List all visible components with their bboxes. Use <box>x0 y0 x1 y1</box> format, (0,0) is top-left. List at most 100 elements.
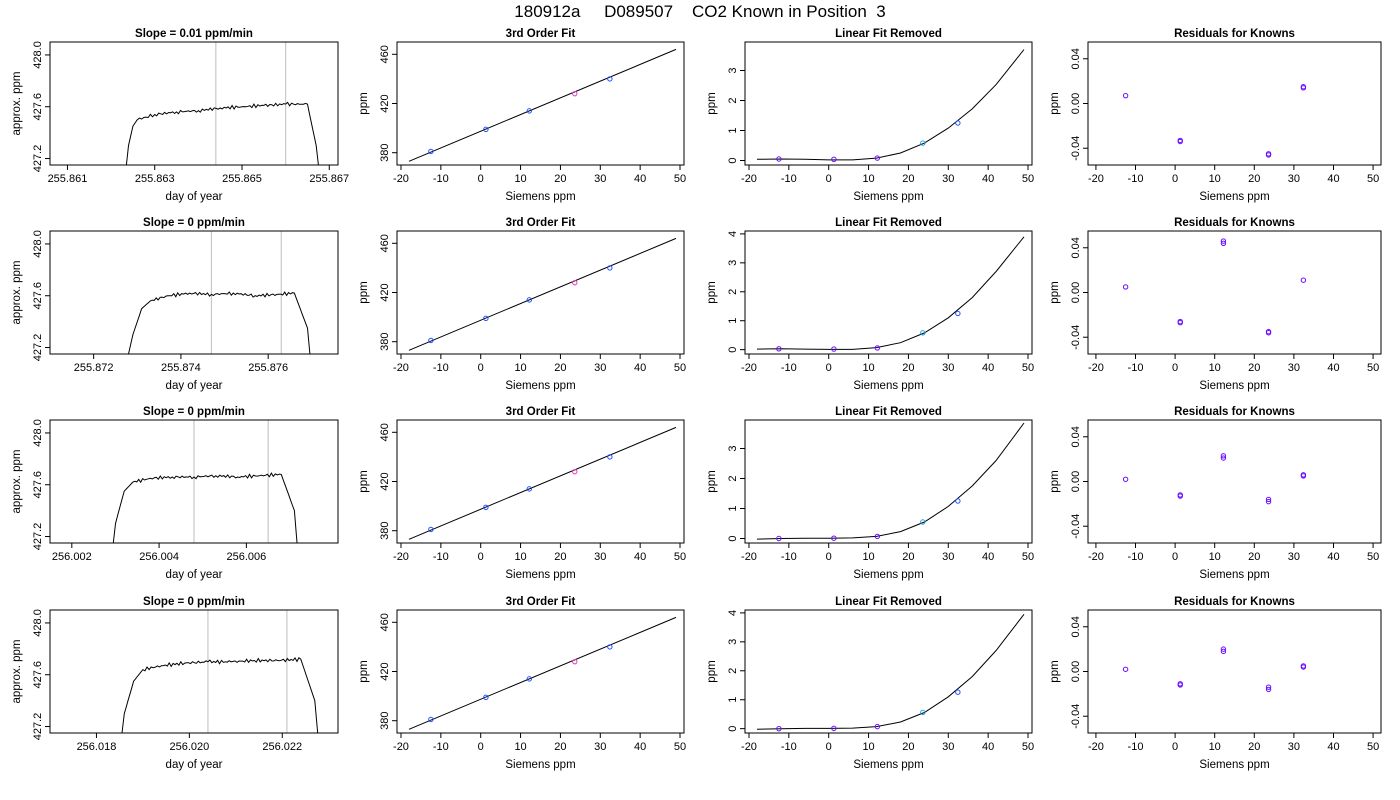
x-axis-label: Siemens ppm <box>1199 569 1269 581</box>
x-tick-label: -10 <box>781 362 797 374</box>
x-tick-label: 20 <box>902 551 914 563</box>
x-tick-label: -20 <box>1088 741 1104 753</box>
y-axis-label: ppm <box>358 92 370 114</box>
x-tick-label: -10 <box>1128 173 1144 185</box>
data-point <box>428 337 434 344</box>
x-axis-label: day of year <box>166 191 223 203</box>
data-point <box>1265 686 1272 693</box>
x-tick-label: 0 <box>826 173 832 185</box>
data-layer <box>125 42 319 165</box>
x-tick-label: 50 <box>1022 173 1034 185</box>
x-tick-label: -20 <box>1088 551 1104 563</box>
y-tick-label: 420 <box>379 662 391 680</box>
plot-frame <box>744 41 1033 166</box>
data-point <box>1265 330 1272 336</box>
x-tick-label: 20 <box>1248 551 1260 563</box>
data-point <box>1265 684 1272 690</box>
panel-resid-row2: Residuals for Knowns -20 -10 0 10 20 30 40 50 -0.… <box>1049 406 1382 581</box>
data-point <box>1122 666 1129 672</box>
data-point <box>874 533 881 540</box>
y-tick-label: 2 <box>727 97 739 103</box>
y-tick-label: 1 <box>727 318 739 324</box>
data-point <box>1265 498 1272 505</box>
y-tick-label: 0 <box>727 726 739 732</box>
x-tick-label: 0 <box>826 362 832 374</box>
fit-curve <box>756 422 1025 540</box>
x-tick-label: 0 <box>826 741 832 753</box>
panel-title: Slope = 0 ppm/min <box>143 406 245 418</box>
x-tick-label: 0 <box>1172 551 1178 563</box>
x-tick-label: 256.018 <box>77 741 117 753</box>
x-tick-label: -20 <box>741 551 757 563</box>
plot-frame <box>1087 41 1382 166</box>
panel-resid-row1: Residuals for Knowns -20 -10 0 10 20 30 40 50 -0.… <box>1049 217 1382 392</box>
y-tick-label: 427.2 <box>32 523 44 551</box>
data-point <box>874 723 881 730</box>
y-axis-label: ppm <box>358 660 370 682</box>
fit-curve <box>756 236 1025 350</box>
data-point <box>1220 455 1227 461</box>
y-tick-label: 2 <box>727 289 739 295</box>
x-tick-label: 50 <box>674 173 686 185</box>
plot-frame <box>1087 419 1382 544</box>
data-point <box>428 148 434 155</box>
data-point <box>920 330 926 336</box>
y-tick-label: 0 <box>727 157 739 163</box>
data-layer <box>756 49 1025 163</box>
x-tick-label: 10 <box>1209 551 1221 563</box>
x-tick-label: 50 <box>1022 741 1034 753</box>
data-point <box>874 155 881 161</box>
x-tick-label: 20 <box>554 741 566 753</box>
x-tick-label: 30 <box>594 362 606 374</box>
data-point <box>1220 453 1227 459</box>
panel-linrem-row0: Linear Fit Removed -20 -10 0 10 20 30 40 50 0 1 2 3 S… <box>706 28 1034 203</box>
data-point <box>607 265 613 271</box>
x-tick-label: 10 <box>514 362 526 374</box>
x-tick-label: 40 <box>1327 741 1339 753</box>
data-point <box>526 676 533 682</box>
data-layer <box>756 236 1025 352</box>
x-tick-label: 0 <box>1172 362 1178 374</box>
panel-title: Residuals for Knowns <box>1174 406 1295 418</box>
y-tick-label: 380 <box>379 144 391 162</box>
panel-fit-row1: 3rd Order Fit -20 -10 0 10 20 30 40 50 380 420 460 S… <box>358 217 686 392</box>
x-tick-label: -20 <box>1088 173 1104 185</box>
x-tick-label: 20 <box>1248 173 1260 185</box>
x-tick-label: 50 <box>1367 362 1379 374</box>
y-tick-label: 428.0 <box>32 609 44 637</box>
x-tick-label: -20 <box>1088 362 1104 374</box>
x-axis-label: Siemens ppm <box>1199 759 1269 771</box>
fit-curve <box>756 613 1025 730</box>
ppm-trace-line <box>127 291 311 354</box>
y-tick-label: 0.00 <box>1070 471 1082 492</box>
x-tick-label: 0 <box>1172 173 1178 185</box>
data-point <box>607 454 613 460</box>
data-point <box>1300 472 1307 478</box>
x-tick-label: -20 <box>393 551 409 563</box>
data-point <box>483 694 489 701</box>
panel-title: Slope = 0 ppm/min <box>143 596 245 608</box>
y-tick-label: 420 <box>379 472 391 490</box>
data-point <box>1300 277 1307 283</box>
x-tick-label: 0 <box>478 551 484 563</box>
panel-title: Residuals for Knowns <box>1174 596 1295 608</box>
x-tick-label: 0 <box>1172 741 1178 753</box>
y-axis-label: ppm <box>706 470 718 492</box>
data-layer <box>1122 84 1307 158</box>
fit-curve <box>756 49 1025 161</box>
ppm-trace-line <box>125 101 319 165</box>
x-tick-label: 50 <box>674 362 686 374</box>
y-tick-label: 380 <box>379 712 391 730</box>
x-tick-label: -10 <box>781 741 797 753</box>
x-tick-label: 50 <box>1367 741 1379 753</box>
x-tick-label: 255.861 <box>48 173 88 185</box>
x-axis-label: Siemens ppm <box>1199 191 1269 203</box>
x-tick-label: 40 <box>634 173 646 185</box>
x-tick-label: 0 <box>478 173 484 185</box>
fit-line <box>408 48 677 162</box>
data-point <box>955 120 961 126</box>
x-tick-label: 256.006 <box>226 551 266 563</box>
panel-trace-row1: Slope = 0 ppm/min 255.872 255.874 255.876 42… <box>11 217 339 392</box>
x-tick-label: -10 <box>433 173 449 185</box>
